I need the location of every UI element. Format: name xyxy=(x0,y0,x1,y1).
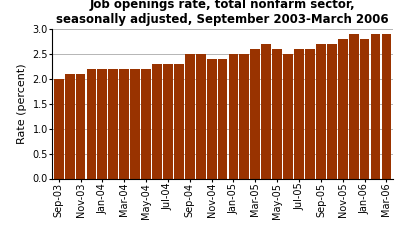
Bar xyxy=(250,49,260,178)
Title: Job openings rate, total nonfarm sector,
seasonally adjusted, September 2003-Mar: Job openings rate, total nonfarm sector,… xyxy=(56,0,389,26)
Y-axis label: Rate (percent): Rate (percent) xyxy=(17,63,27,144)
Bar xyxy=(108,69,118,178)
Bar xyxy=(272,49,282,178)
Bar xyxy=(316,44,326,178)
Bar xyxy=(163,64,173,178)
Bar xyxy=(327,44,337,178)
Bar xyxy=(97,69,107,178)
Bar xyxy=(207,59,217,178)
Bar xyxy=(130,69,140,178)
Bar xyxy=(239,54,249,178)
Bar xyxy=(283,54,293,178)
Bar xyxy=(174,64,184,178)
Bar xyxy=(54,79,64,178)
Bar xyxy=(196,54,206,178)
Bar xyxy=(119,69,129,178)
Bar xyxy=(294,49,304,178)
Bar xyxy=(338,39,348,178)
Bar xyxy=(381,34,391,178)
Bar xyxy=(371,34,381,178)
Bar xyxy=(261,44,271,178)
Bar xyxy=(349,34,358,178)
Bar xyxy=(76,74,85,178)
Bar xyxy=(152,64,162,178)
Bar xyxy=(87,69,96,178)
Bar xyxy=(229,54,239,178)
Bar xyxy=(218,59,227,178)
Bar xyxy=(185,54,195,178)
Bar xyxy=(305,49,315,178)
Bar xyxy=(360,39,369,178)
Bar xyxy=(65,74,75,178)
Bar xyxy=(141,69,151,178)
